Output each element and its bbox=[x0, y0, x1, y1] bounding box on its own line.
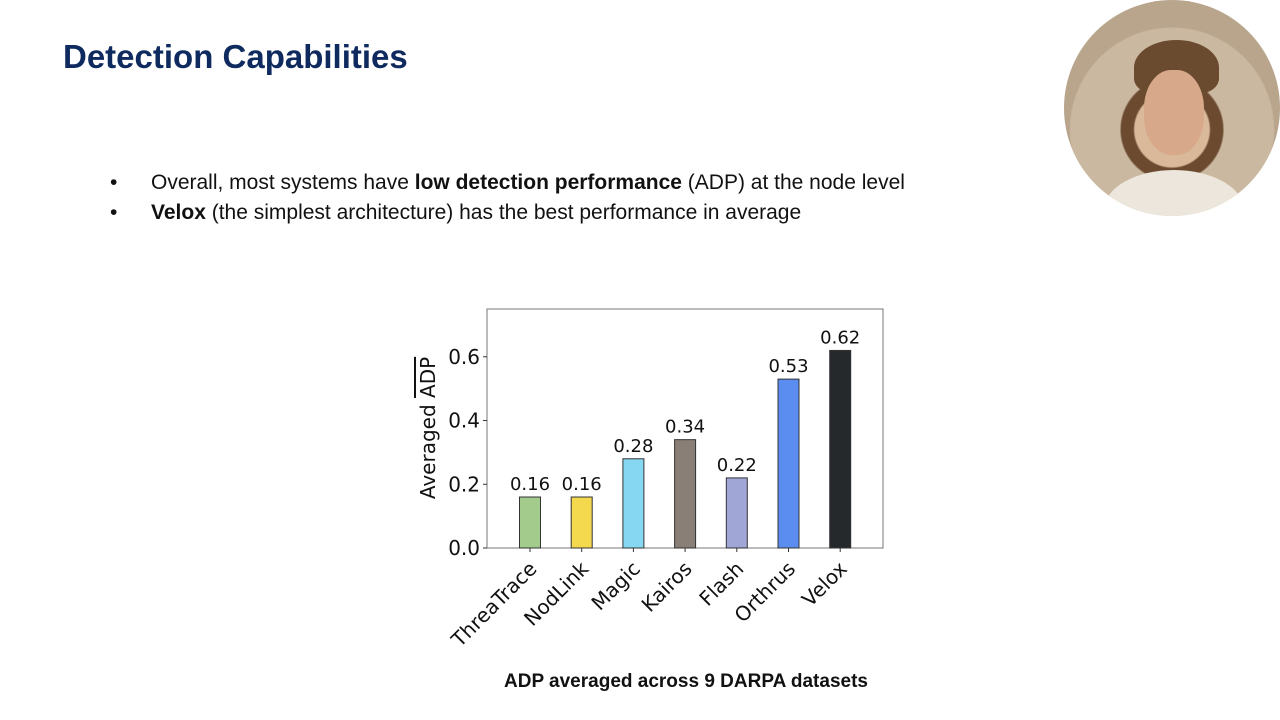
text-run-bold: low detection performance bbox=[414, 171, 682, 194]
text-run: (ADP) at the node level bbox=[681, 171, 905, 194]
x-tick-label: Velox bbox=[797, 556, 852, 611]
y-label-overlined: ADP bbox=[416, 357, 440, 398]
data-label: 0.16 bbox=[562, 474, 602, 495]
bar-nodlink bbox=[570, 496, 593, 549]
presenter-face bbox=[1144, 70, 1204, 155]
text-run: (the simplest architecture) has the best… bbox=[205, 201, 802, 224]
x-tick-label: Magic bbox=[586, 557, 645, 616]
y-tick-label: 0.4 bbox=[448, 409, 480, 433]
bullet-marker: • bbox=[110, 201, 118, 224]
data-label: 0.62 bbox=[820, 327, 860, 348]
y-label-text: Averaged bbox=[416, 398, 440, 499]
data-label: 0.28 bbox=[613, 436, 653, 457]
y-tick-label: 0.2 bbox=[448, 472, 480, 496]
data-label: 0.16 bbox=[510, 474, 550, 495]
bar-flash bbox=[725, 477, 748, 549]
bullet-marker: • bbox=[110, 171, 118, 194]
bar-kairos bbox=[674, 439, 697, 549]
bullet-text: Overall, most systems have low detection… bbox=[151, 170, 905, 196]
bullet-text: Velox (the simplest architecture) has th… bbox=[151, 200, 801, 226]
text-run-bold: Velox bbox=[151, 201, 206, 224]
chart-caption: ADP averaged across 9 DARPA datasets bbox=[504, 671, 868, 692]
y-tick-label: 0.0 bbox=[448, 536, 480, 560]
data-label: 0.53 bbox=[768, 356, 808, 377]
x-tick-label: Kairos bbox=[637, 557, 697, 617]
presenter-webcam bbox=[1064, 0, 1280, 216]
bar-orthrus bbox=[777, 378, 800, 549]
bar-threatrace bbox=[519, 496, 541, 549]
data-label: 0.34 bbox=[665, 417, 705, 438]
y-axis-label: Averaged ADP bbox=[416, 357, 440, 499]
bar-magic bbox=[622, 458, 645, 549]
slide-title: Detection Capabilities bbox=[63, 38, 408, 75]
text-run: Overall, most systems have bbox=[151, 171, 415, 194]
bar-velox bbox=[829, 349, 852, 549]
data-label: 0.22 bbox=[717, 455, 757, 476]
y-tick-label: 0.6 bbox=[448, 345, 480, 369]
presenter-shirt bbox=[1104, 170, 1244, 216]
